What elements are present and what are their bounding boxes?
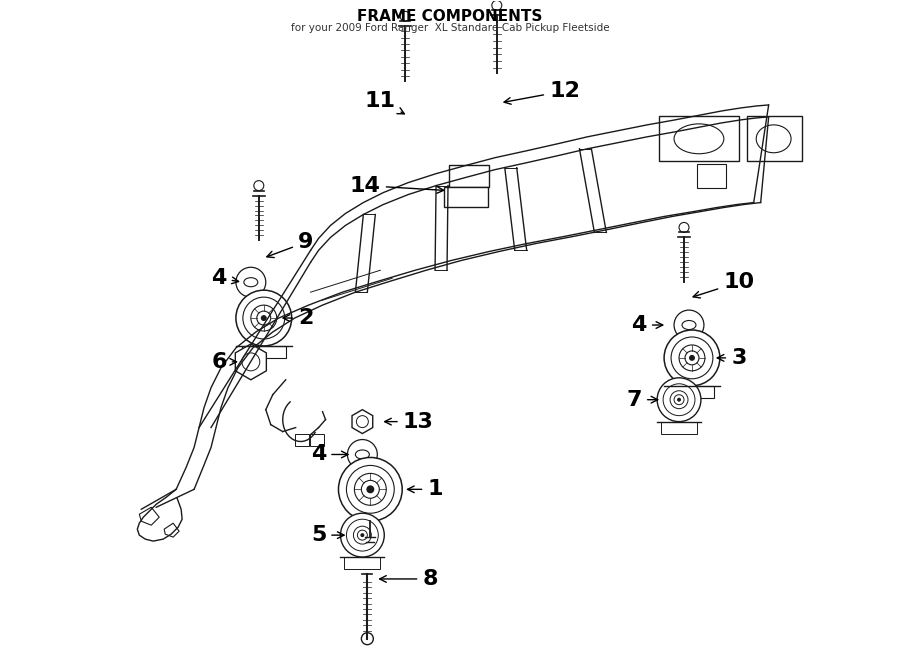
Text: 14: 14: [350, 176, 444, 196]
Text: 4: 4: [212, 268, 239, 288]
Text: 4: 4: [310, 444, 348, 465]
FancyBboxPatch shape: [444, 186, 488, 206]
Circle shape: [338, 457, 402, 521]
Circle shape: [664, 330, 720, 386]
Text: 5: 5: [310, 525, 344, 545]
Text: 7: 7: [626, 390, 658, 410]
Circle shape: [261, 315, 266, 321]
Circle shape: [657, 378, 701, 422]
Text: 11: 11: [364, 91, 404, 114]
FancyBboxPatch shape: [449, 165, 489, 186]
Circle shape: [236, 267, 266, 297]
Circle shape: [236, 290, 292, 346]
Circle shape: [674, 310, 704, 340]
Text: FRAME COMPONENTS: FRAME COMPONENTS: [357, 9, 543, 24]
Circle shape: [360, 533, 364, 537]
Text: 12: 12: [504, 81, 580, 104]
Circle shape: [340, 513, 384, 557]
Circle shape: [689, 355, 695, 361]
Text: 3: 3: [717, 348, 746, 368]
Text: 10: 10: [693, 272, 754, 298]
FancyBboxPatch shape: [242, 346, 285, 358]
Text: for your 2009 Ford Ranger  XL Standard Cab Pickup Fleetside: for your 2009 Ford Ranger XL Standard Ca…: [291, 23, 609, 33]
Text: 2: 2: [284, 308, 313, 328]
Text: 8: 8: [380, 569, 437, 589]
Circle shape: [362, 633, 374, 644]
FancyBboxPatch shape: [670, 386, 714, 398]
Circle shape: [677, 398, 681, 402]
FancyBboxPatch shape: [662, 422, 697, 434]
Polygon shape: [352, 410, 373, 434]
Text: 1: 1: [408, 479, 443, 499]
Text: 6: 6: [212, 352, 237, 372]
FancyBboxPatch shape: [345, 557, 381, 569]
Circle shape: [347, 440, 377, 469]
Polygon shape: [235, 344, 266, 380]
Text: 9: 9: [266, 233, 313, 258]
Text: 13: 13: [384, 412, 434, 432]
Circle shape: [366, 485, 374, 493]
Text: 4: 4: [632, 315, 662, 335]
